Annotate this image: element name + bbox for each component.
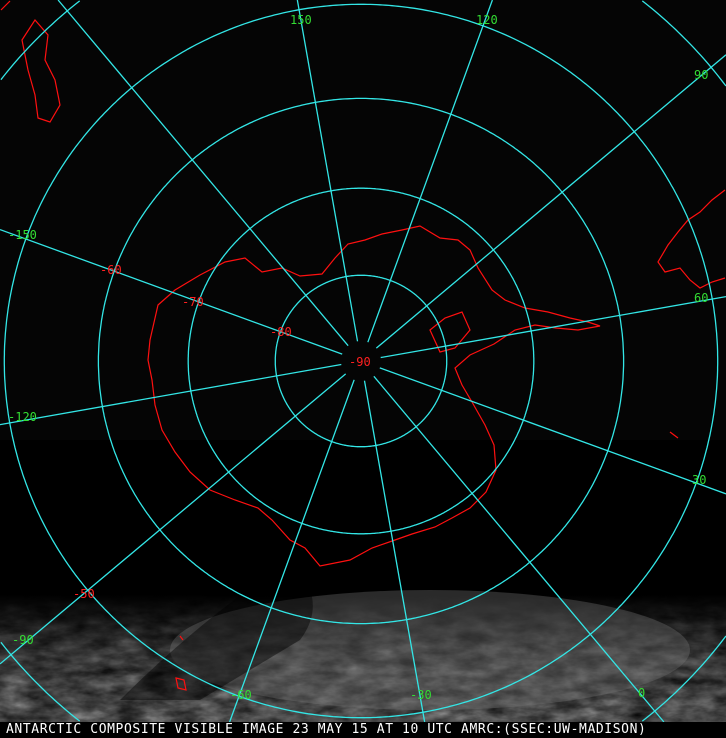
longitude-label: 60 — [694, 291, 708, 305]
latitude-label: -50 — [73, 587, 95, 601]
longitude-label: 30 — [692, 473, 706, 487]
meridian-line — [0, 228, 343, 355]
longitude-label: -150 — [8, 228, 37, 242]
meridian-line — [296, 0, 359, 342]
meridian-line — [0, 373, 347, 665]
meridian-line — [379, 367, 726, 495]
island-south-georgia — [669, 431, 679, 439]
longitude-label: 0 — [638, 686, 645, 700]
island-coastline — [21, 19, 61, 123]
longitude-label: 150 — [290, 13, 312, 27]
longitude-label: -30 — [410, 688, 432, 702]
grid-labels: 150 120 90 60 30 0 -30 -60 -90 -120 -150 -90 -80 -70 -… — [8, 13, 708, 702]
meridian-line — [228, 379, 355, 723]
meridian-line — [380, 296, 726, 359]
graticule — [0, 0, 726, 723]
image-caption: ANTARCTIC COMPOSITE VISIBLE IMAGE 23 MAY… — [0, 722, 726, 738]
meridian-line — [363, 380, 426, 723]
south-america-coastline — [657, 189, 726, 289]
longitude-label: 90 — [694, 68, 708, 82]
latitude-circle — [0, 0, 726, 722]
latitude-circle — [274, 274, 448, 448]
ice-shelf-outline — [429, 311, 471, 353]
longitude-label: 120 — [476, 13, 498, 27]
latitude-label: -90 — [349, 355, 371, 369]
coastlines — [0, 0, 726, 691]
island-cluster — [175, 635, 187, 691]
island-small — [0, 0, 11, 11]
latitude-circle — [187, 187, 535, 535]
antarctica-coastline — [147, 225, 601, 567]
longitude-label: -90 — [12, 633, 34, 647]
meridian-line — [57, 0, 349, 347]
longitude-label: -60 — [230, 688, 252, 702]
longitude-label: -120 — [8, 410, 37, 424]
latitude-circle — [3, 3, 719, 719]
meridian-line — [0, 363, 342, 426]
latitude-label: -60 — [100, 263, 122, 277]
cloud-imagery — [0, 440, 726, 722]
latitude-circle — [97, 97, 625, 625]
meridian-line — [373, 375, 665, 723]
meridian-line — [375, 54, 726, 349]
latitude-label: -70 — [182, 295, 204, 309]
latitude-label: -80 — [270, 325, 292, 339]
meridian-line — [367, 0, 494, 343]
